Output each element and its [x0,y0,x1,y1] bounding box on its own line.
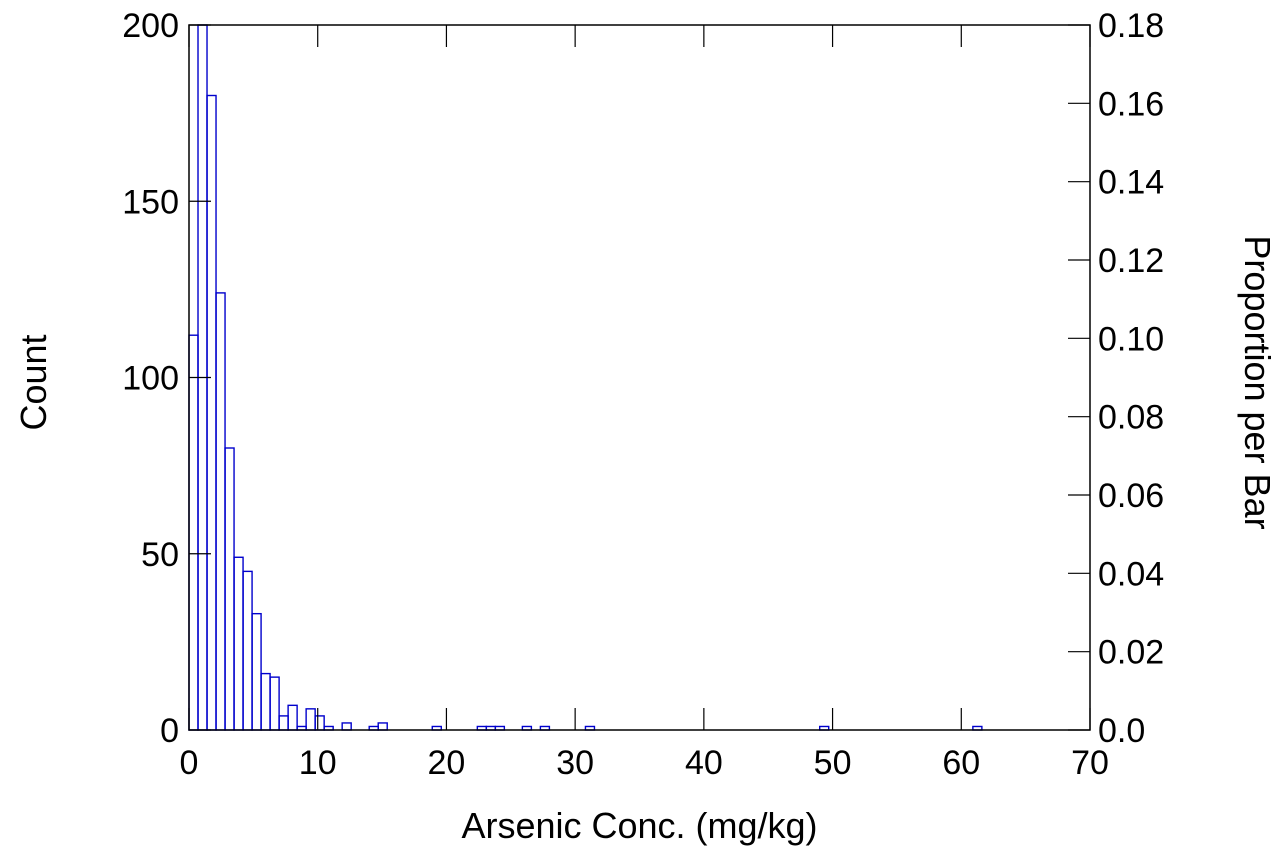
y-right-tick-label-6: 0.12 [1098,242,1164,280]
histogram-bar-10 [278,715,289,731]
histogram-bar-11 [287,704,298,731]
ticks-group [188,24,1091,731]
histogram-bar-0 [188,334,199,731]
y-right-tick-label-5: 0.10 [1098,320,1164,358]
histogram-bar-9 [269,676,280,731]
x-tick-label-3: 30 [556,744,594,782]
y-right-tick-label-7: 0.14 [1098,164,1164,202]
histogram-bar-13 [305,708,316,731]
x-tick-label-0: 0 [180,744,199,782]
y-right-tick-label-3: 0.06 [1098,477,1164,515]
x-tick-label-7: 70 [1071,744,1109,782]
histogram-bar-6 [242,570,253,731]
bars-group [188,24,983,731]
y-tick-label-2: 100 [122,360,179,398]
x-tick-label-6: 60 [942,744,980,782]
y-tick-label-3: 150 [122,183,179,221]
y-right-tick-label-8: 0.16 [1098,85,1164,123]
x-axis-title: Arsenic Conc. (mg/kg) [461,805,817,846]
histogram-bar-3 [215,292,226,731]
x-tick-label-4: 40 [685,744,723,782]
y-tick-label-1: 50 [141,536,179,574]
histogram-bar-16 [341,722,352,731]
y-axis-title: Count [13,334,54,430]
histogram-bar-7 [251,612,262,731]
plot-frame [188,24,1091,731]
y-right-tick-label-9: 0.18 [1098,7,1164,45]
y-right-tick-label-4: 0.08 [1098,399,1164,437]
histogram-bar-5 [233,556,244,731]
y-right-tick-label-2: 0.04 [1098,555,1164,593]
y-tick-label-4: 200 [122,7,179,45]
x-tick-label-5: 50 [814,744,852,782]
tick-labels-group: 0 10 20 30 40 50 60 70 0 50 100 150 200 0.0 0.02 0.04 0.… [122,7,1164,782]
histogram-bar-18 [377,722,388,731]
x-tick-label-2: 20 [428,744,466,782]
y-tick-label-0: 0 [160,712,179,750]
histogram-bar-8 [260,672,271,731]
y-axis-right-title: Proportion per Bar [1237,235,1278,529]
histogram-bar-4 [224,447,235,731]
y-right-tick-label-0: 0.0 [1098,712,1145,750]
histogram-bar-14 [314,715,325,731]
x-tick-label-1: 10 [299,744,337,782]
y-right-tick-label-1: 0.02 [1098,634,1164,672]
histogram-bar-2 [206,94,217,731]
